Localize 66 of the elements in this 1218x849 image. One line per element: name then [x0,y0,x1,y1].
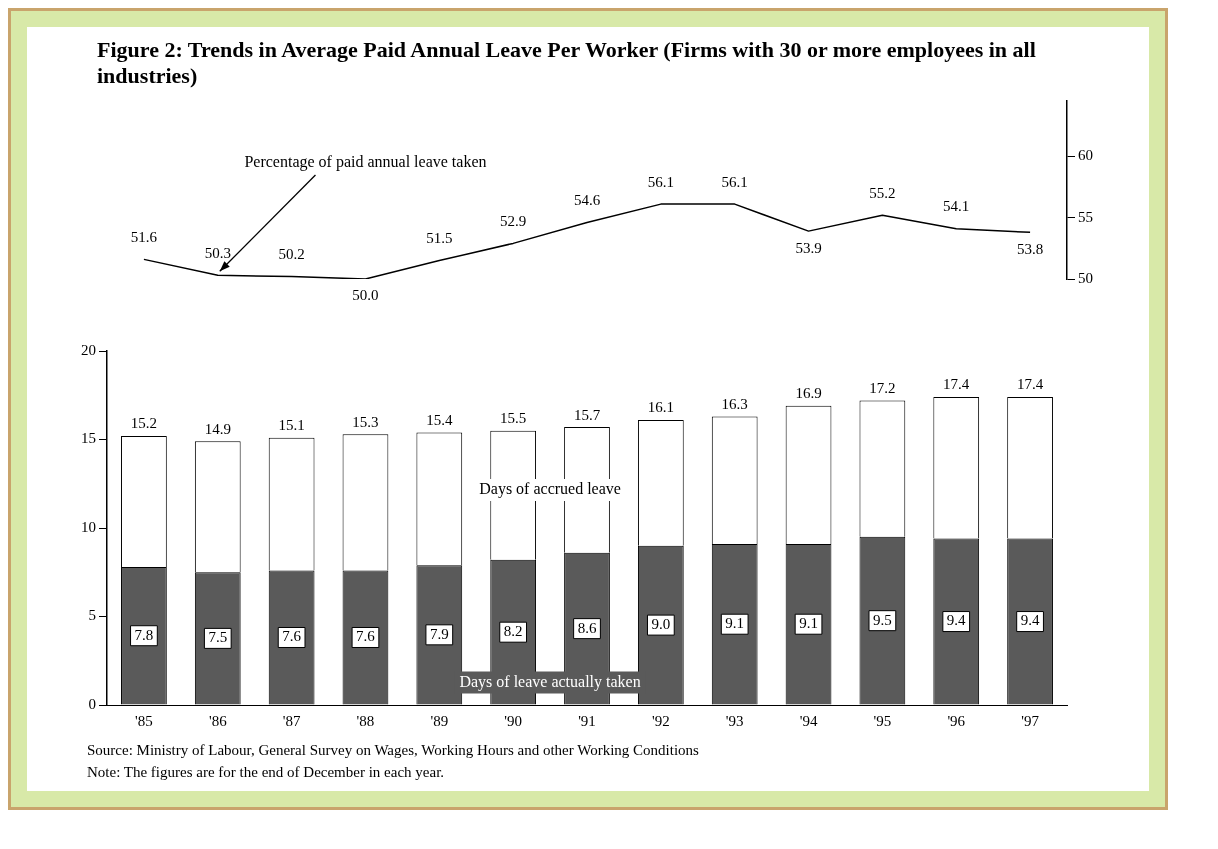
data-label: 51.6 [130,228,158,245]
source-note: Source: Ministry of Labour, General Survey on Wages, Working Hours and other Working Conditions [87,741,700,760]
total-label: 15.5 [500,410,527,427]
x-tick-label: '93 [725,712,744,729]
total-label: 15.7 [573,406,601,423]
y-tick-label: 60 [1078,147,1093,164]
x-tick-label: '95 [873,712,892,729]
data-label: 9.4 [1020,612,1040,629]
total-label: 17.2 [869,380,896,396]
x-tick-label: '94 [799,712,818,729]
total-label: 15.2 [130,415,158,432]
data-label: 7.5 [208,629,228,646]
y-tick-label: 0 [88,695,96,712]
data-label: 7.9 [429,625,449,642]
data-label: 50.0 [352,287,379,304]
data-label: 54.1 [943,198,970,215]
y-tick-label: 50 [1078,269,1093,286]
data-label: 56.1 [647,173,674,190]
y-tick-label: 20 [81,341,96,358]
y-tick-label: 55 [1078,208,1093,225]
x-tick-label: '85 [135,712,153,729]
total-label: 14.9 [204,420,231,437]
data-label: 51.5 [426,230,453,247]
series-label: Days of leave actually taken [459,672,641,691]
text: Percentage of paid annual leave taken [244,153,487,172]
data-label: 8.6 [577,619,597,636]
total-label: 15.3 [352,413,379,430]
x-tick-label: '90 [504,712,523,729]
data-label: 50.3 [204,244,231,261]
x-tick-label: '96 [947,712,966,729]
x-tick-label: '87 [282,712,301,729]
data-label: 9.1 [725,615,745,632]
y-tick-label: 15 [81,430,96,447]
x-tick-label: '92 [651,712,670,729]
x-tick-label: '89 [430,712,449,729]
data-label: 55.2 [869,184,896,201]
text: Note: The figures are for the end of December in each year. [87,763,446,782]
series-label: Days of accrued leave [479,480,621,499]
x-tick-label: '88 [356,712,375,729]
data-label: 56.1 [721,173,748,190]
data-label: 9.0 [651,616,671,633]
data-label: 54.6 [573,191,601,208]
total-label: 15.4 [426,411,453,428]
x-tick-label: '91 [578,712,596,729]
total-label: 16.9 [795,385,822,402]
data-label: 9.4 [946,612,967,629]
data-label: 50.2 [278,245,305,262]
chart-title: Figure 2: Trends in Average Paid Annual Leave Per Worker (Firms with 30 or more employees in all industries) [97,37,1037,89]
x-tick-label: '86 [208,712,228,729]
total-label: 16.1 [647,399,674,416]
data-label: 7.6 [356,628,376,645]
data-label: 8.2 [503,623,523,640]
total-label: 17.4 [1016,376,1044,393]
data-label: 7.6 [282,628,302,645]
data-label: 9.5 [873,611,892,628]
data-label: 7.8 [134,626,154,643]
total-label: 16.3 [721,395,748,412]
y-tick-label: 5 [88,607,96,624]
total-label: 15.1 [278,417,305,434]
data-label: 53.9 [795,239,822,256]
x-tick-label: '97 [1021,712,1040,729]
data-label: 9.1 [799,615,818,632]
total-label: 17.4 [943,376,970,393]
data-label: 53.8 [1016,240,1044,257]
y-tick-label: 10 [81,518,96,535]
data-label: 52.9 [500,212,527,229]
